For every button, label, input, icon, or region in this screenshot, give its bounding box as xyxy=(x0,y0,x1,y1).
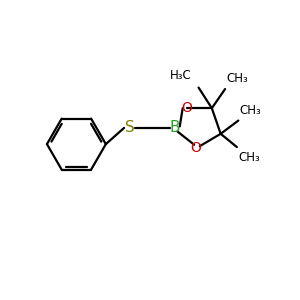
Text: O: O xyxy=(182,101,192,115)
Text: CH₃: CH₃ xyxy=(238,152,260,164)
Text: O: O xyxy=(190,141,201,154)
Text: H₃C: H₃C xyxy=(169,69,191,82)
Text: CH₃: CH₃ xyxy=(226,72,248,85)
Text: S: S xyxy=(124,120,134,135)
Text: B: B xyxy=(170,120,180,135)
Text: CH₃: CH₃ xyxy=(240,104,262,117)
